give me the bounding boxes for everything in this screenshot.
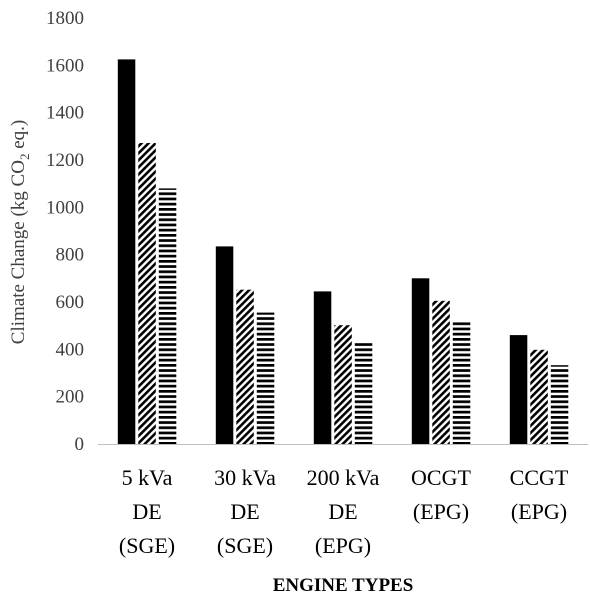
bar	[354, 342, 373, 444]
bar	[117, 59, 136, 445]
bar	[452, 322, 471, 444]
y-tick-label: 1200	[46, 150, 84, 171]
y-tick-label: 800	[56, 245, 85, 266]
x-tick-label: 30 kVa DE (SGE)	[214, 465, 276, 558]
x-axis-ticks: 5 kVa DE (SGE) 30 kVa DE (SGE) 200 kVa DE (EPG) O…	[119, 465, 569, 558]
y-tick-label: 0	[75, 434, 85, 455]
y-tick-label: 200	[56, 387, 85, 408]
bar	[236, 289, 254, 444]
x-tick-label: 200 kVa DE (EPG)	[307, 465, 380, 558]
y-axis-label: Climate Change (kg CO2 eq.)	[8, 120, 32, 344]
bar	[215, 246, 234, 444]
bar	[138, 143, 156, 444]
x-tick-label: CCGT (EPG)	[510, 465, 569, 524]
bar	[509, 335, 528, 444]
bar	[530, 349, 548, 444]
y-tick-label: 400	[56, 339, 85, 360]
y-tick-label: 1800	[46, 8, 84, 29]
y-tick-label: 1000	[46, 197, 84, 218]
y-tick-label: 600	[56, 292, 85, 313]
bar	[432, 300, 450, 444]
x-tick-label: OCGT (EPG)	[411, 465, 471, 524]
y-tick-label: 1400	[46, 103, 84, 124]
bar	[411, 278, 430, 444]
x-axis-label: ENGINE TYPES	[273, 575, 414, 596]
bar	[256, 312, 275, 444]
bar	[313, 291, 332, 444]
y-axis-ticks: 0 200 400 600 800 1000 1200 1400 1600 1800	[46, 8, 84, 455]
y-tick-label: 1600	[46, 55, 84, 76]
bars	[117, 59, 569, 445]
x-tick-label: 5 kVa DE (SGE)	[119, 465, 175, 558]
bar	[158, 188, 177, 444]
bar	[334, 325, 352, 444]
bar	[550, 365, 569, 444]
